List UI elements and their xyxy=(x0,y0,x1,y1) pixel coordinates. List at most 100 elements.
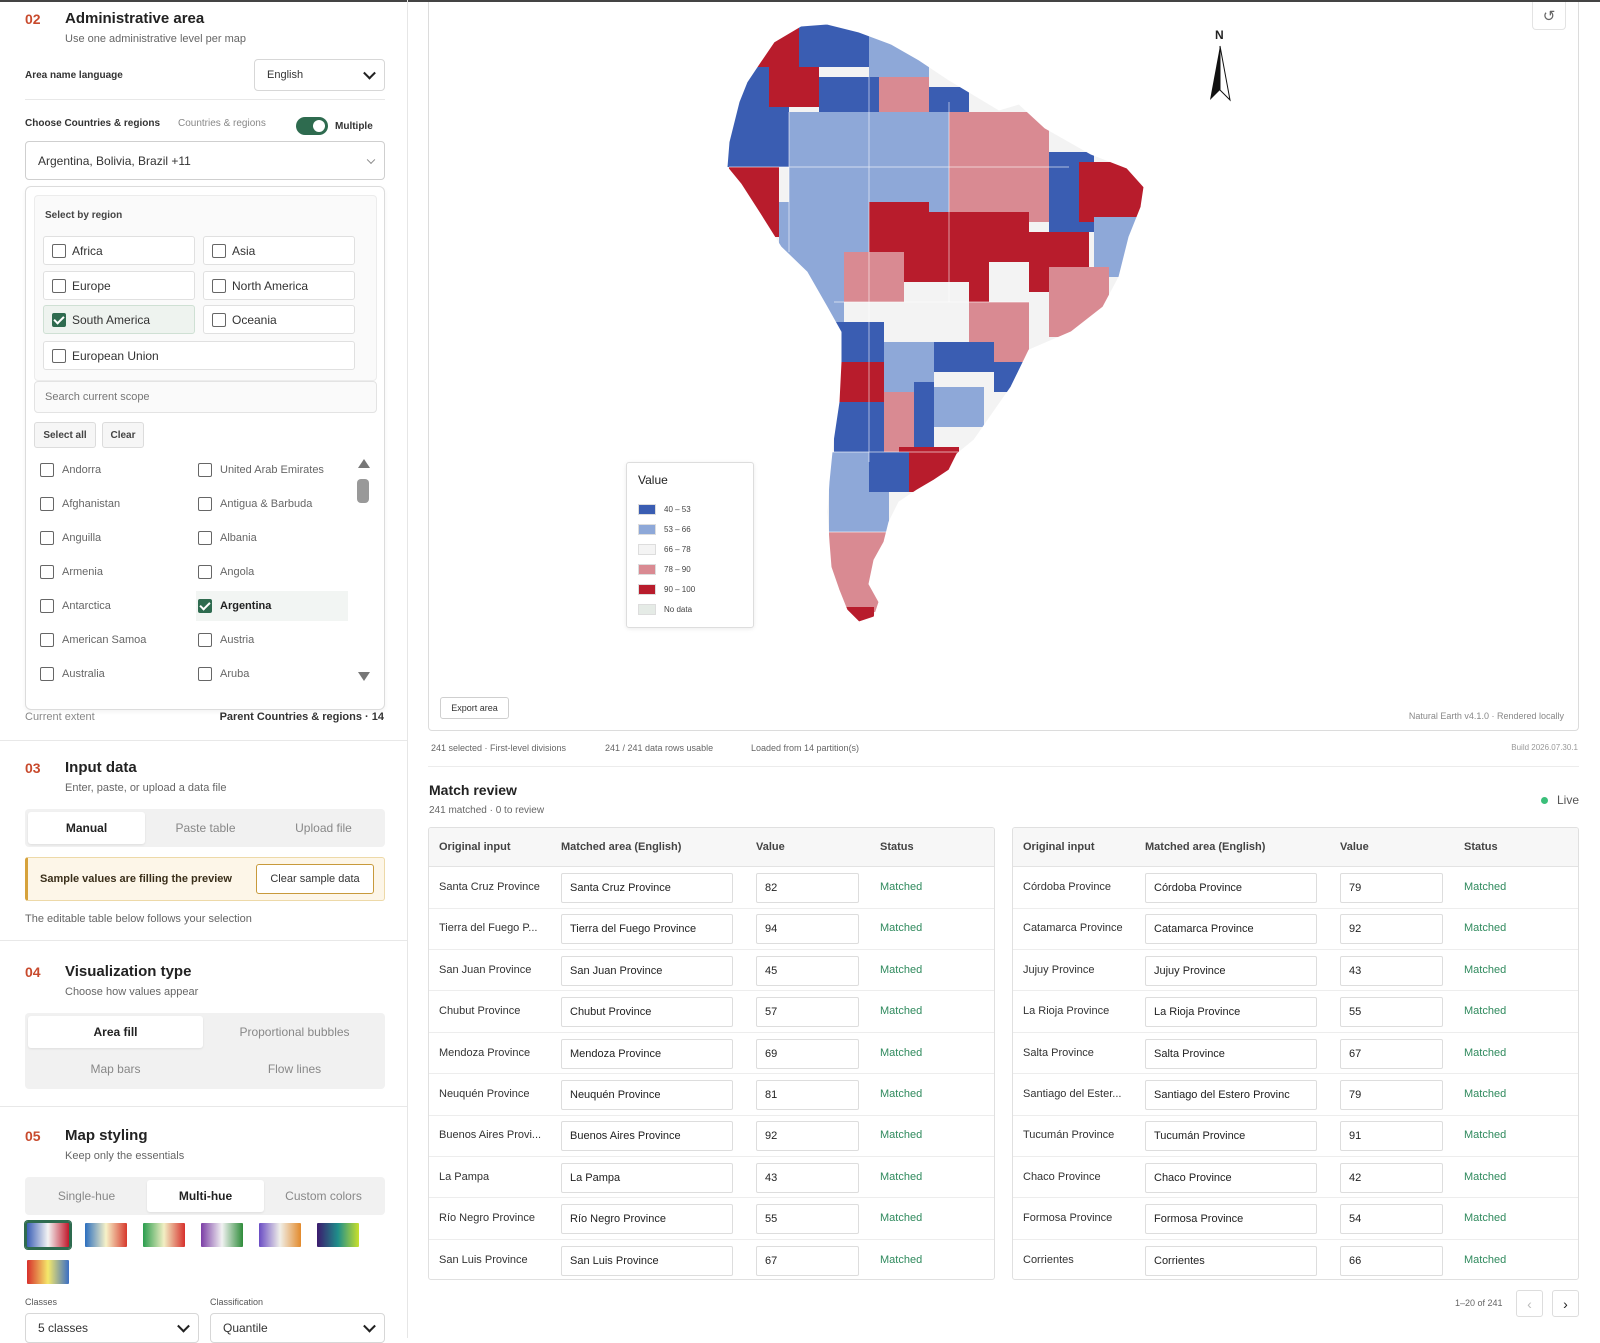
viz-proportional-bubbles[interactable]: Proportional bubbles xyxy=(239,1025,350,1039)
checkbox-icon[interactable] xyxy=(40,463,54,477)
matched-area-input[interactable]: Corrientes xyxy=(1145,1245,1317,1276)
matched-area-input[interactable]: Catamarca Province xyxy=(1145,914,1317,945)
export-area-button[interactable]: Export area xyxy=(440,697,509,719)
matched-area-input[interactable]: La Pampa xyxy=(561,1162,733,1193)
value-input[interactable]: 79 xyxy=(1340,1080,1443,1110)
matched-area-input[interactable]: Salta Province xyxy=(1145,1038,1317,1069)
palette-swatch[interactable] xyxy=(25,1258,71,1286)
value-input[interactable]: 54 xyxy=(1340,1204,1443,1235)
checkbox-icon[interactable] xyxy=(198,463,212,477)
classification-select[interactable]: Quantile xyxy=(210,1313,385,1343)
value-input[interactable]: 67 xyxy=(1340,1038,1443,1069)
matched-area-input[interactable]: Río Negro Province xyxy=(561,1204,733,1235)
clear-sample-button[interactable]: Clear sample data xyxy=(256,864,374,894)
checkbox-icon[interactable] xyxy=(40,531,54,545)
palette-swatch[interactable] xyxy=(199,1221,245,1249)
value-input[interactable]: 66 xyxy=(1340,1245,1443,1276)
region-option[interactable]: North America xyxy=(203,271,355,300)
tab-upload-file[interactable]: Upload file xyxy=(295,821,352,835)
country-option[interactable]: Austria xyxy=(196,625,348,655)
checkbox-icon[interactable] xyxy=(40,565,54,579)
checkbox-icon[interactable] xyxy=(198,667,212,681)
matched-area-input[interactable]: Formosa Province xyxy=(1145,1204,1317,1235)
country-option[interactable]: United Arab Emirates xyxy=(196,455,348,485)
matched-area-input[interactable]: La Rioja Province xyxy=(1145,997,1317,1028)
country-option[interactable]: Afghanistan xyxy=(38,489,190,519)
value-input[interactable]: 91 xyxy=(1340,1121,1443,1152)
tab-single-hue[interactable]: Single-hue xyxy=(57,1189,116,1203)
clear-button[interactable]: Clear xyxy=(102,422,144,448)
checkbox-icon[interactable] xyxy=(212,278,226,293)
checkbox-icon[interactable] xyxy=(198,565,212,579)
value-input[interactable]: 42 xyxy=(1340,1162,1443,1193)
palette-swatch[interactable] xyxy=(315,1221,361,1249)
tab-paste-table[interactable]: Paste table xyxy=(175,821,236,835)
checkbox-icon[interactable] xyxy=(40,497,54,511)
checkbox-icon[interactable] xyxy=(52,278,66,293)
matched-area-input[interactable]: Chubut Province xyxy=(561,997,733,1028)
choropleth-map[interactable] xyxy=(429,2,1580,731)
checkbox-icon[interactable] xyxy=(212,243,226,258)
matched-area-input[interactable]: San Luis Province xyxy=(561,1245,733,1276)
select-all-button[interactable]: Select all xyxy=(34,422,96,448)
country-list-scrollbar[interactable] xyxy=(356,459,370,681)
matched-area-input[interactable]: Mendoza Province xyxy=(561,1038,733,1069)
region-option[interactable]: Europe xyxy=(43,271,195,300)
matched-area-input[interactable]: Tierra del Fuego Province xyxy=(561,914,733,945)
value-input[interactable]: 43 xyxy=(1340,955,1443,986)
region-option[interactable]: Africa xyxy=(43,236,195,265)
value-input[interactable]: 94 xyxy=(756,914,859,945)
value-input[interactable]: 92 xyxy=(756,1121,859,1152)
palette-swatch[interactable] xyxy=(141,1221,187,1249)
country-option[interactable]: Angola xyxy=(196,557,348,587)
palette-swatch[interactable] xyxy=(257,1221,303,1249)
value-input[interactable]: 92 xyxy=(1340,914,1443,945)
region-option[interactable]: Oceania xyxy=(203,305,355,334)
scroll-down-icon[interactable] xyxy=(358,672,370,681)
value-input[interactable]: 67 xyxy=(756,1245,859,1276)
classes-select[interactable]: 5 classes xyxy=(25,1313,199,1343)
region-option[interactable]: European Union xyxy=(43,341,355,370)
value-input[interactable]: 43 xyxy=(756,1162,859,1193)
checkbox-checked-icon[interactable] xyxy=(198,599,212,613)
value-input[interactable]: 82 xyxy=(756,873,859,903)
viz-map-bars[interactable]: Map bars xyxy=(90,1062,141,1076)
matched-area-input[interactable]: Neuquén Province xyxy=(561,1080,733,1110)
value-input[interactable]: 79 xyxy=(1340,873,1443,903)
country-multiselect[interactable]: Argentina, Bolivia, Brazil +11 xyxy=(25,141,385,180)
matched-area-input[interactable]: Córdoba Province xyxy=(1145,873,1317,903)
scroll-thumb[interactable] xyxy=(357,479,369,503)
viz-area-fill[interactable]: Area fill xyxy=(28,1016,203,1048)
palette-swatch[interactable] xyxy=(83,1221,129,1249)
multiple-toggle[interactable] xyxy=(296,117,328,135)
language-select[interactable]: English xyxy=(254,59,385,91)
country-option[interactable]: Aruba xyxy=(196,659,348,689)
checkbox-icon[interactable] xyxy=(40,633,54,647)
value-input[interactable]: 81 xyxy=(756,1080,859,1110)
palette-swatch[interactable] xyxy=(25,1221,71,1249)
tab-custom-colors[interactable]: Custom colors xyxy=(285,1189,362,1203)
prev-page-button[interactable]: ‹ xyxy=(1516,1290,1543,1317)
value-input[interactable]: 57 xyxy=(756,997,859,1028)
checkbox-icon[interactable] xyxy=(52,348,66,363)
country-option[interactable]: Australia xyxy=(38,659,190,689)
tab-manual[interactable]: Manual xyxy=(28,812,145,844)
matched-area-input[interactable]: Jujuy Province xyxy=(1145,955,1317,986)
checkbox-icon[interactable] xyxy=(198,633,212,647)
country-option[interactable]: Antigua & Barbuda xyxy=(196,489,348,519)
region-option[interactable]: Asia xyxy=(203,236,355,265)
scroll-up-icon[interactable] xyxy=(358,459,370,468)
map-regions[interactable] xyxy=(709,12,1169,632)
value-input[interactable]: 55 xyxy=(756,1204,859,1235)
viz-flow-lines[interactable]: Flow lines xyxy=(267,1062,322,1076)
matched-area-input[interactable]: Chaco Province xyxy=(1145,1162,1317,1193)
country-option[interactable]: Antarctica xyxy=(38,591,190,621)
reset-view-icon[interactable]: ↺ xyxy=(1532,2,1566,30)
search-scope-input[interactable]: Search current scope xyxy=(34,381,377,413)
checkbox-icon[interactable] xyxy=(212,312,226,327)
country-option[interactable]: Albania xyxy=(196,523,348,553)
checkbox-icon[interactable] xyxy=(198,497,212,511)
next-page-button[interactable]: › xyxy=(1552,1290,1579,1317)
region-option[interactable]: South America xyxy=(43,305,195,334)
matched-area-input[interactable]: Buenos Aires Province xyxy=(561,1121,733,1152)
